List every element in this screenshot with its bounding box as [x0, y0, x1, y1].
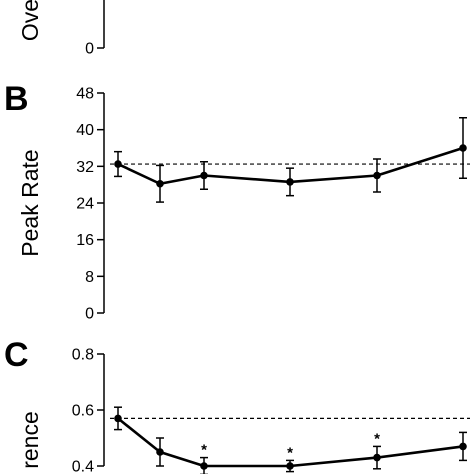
y-tick-label: 0	[85, 306, 94, 323]
y-tick-label: 40	[76, 122, 94, 139]
series-line	[117, 417, 464, 468]
data-point	[200, 462, 208, 470]
y-axis-title: Peak Rate	[17, 149, 43, 256]
data-point	[114, 160, 122, 168]
data-point	[156, 179, 164, 188]
y-tick-label: 32	[76, 159, 94, 176]
y-tick-label: 48	[76, 86, 94, 103]
y-tick-label: 0.4	[72, 459, 94, 474]
y-tick-label: 16	[76, 232, 94, 249]
panel-letter: C	[4, 336, 29, 374]
y-tick-label: 8	[85, 269, 94, 286]
y-tick-label: 0	[85, 41, 94, 58]
data-point	[286, 178, 294, 186]
data-point	[373, 171, 381, 180]
y-tick-label: 24	[76, 196, 94, 213]
data-point	[459, 144, 467, 152]
y-axis-title: rence	[17, 411, 43, 469]
significance-marker: *	[374, 430, 380, 447]
data-point	[114, 414, 122, 423]
data-point	[459, 442, 467, 451]
data-point	[200, 171, 208, 180]
panel-b: B Peak Rate 0 8 16 24 32 40 48	[4, 80, 470, 323]
series-line	[117, 146, 464, 186]
significance-marker: *	[201, 442, 207, 459]
y-tick-label: 0.8	[72, 347, 94, 364]
data-point	[373, 453, 381, 462]
y-tick-label: 0.6	[72, 403, 94, 420]
y-axis-title: Ove	[17, 0, 43, 41]
data-point	[156, 448, 164, 456]
significance-marker: *	[287, 444, 293, 461]
data-point	[286, 462, 294, 470]
panel-letter: B	[4, 80, 29, 118]
panel-a: Ove 0	[17, 0, 105, 58]
